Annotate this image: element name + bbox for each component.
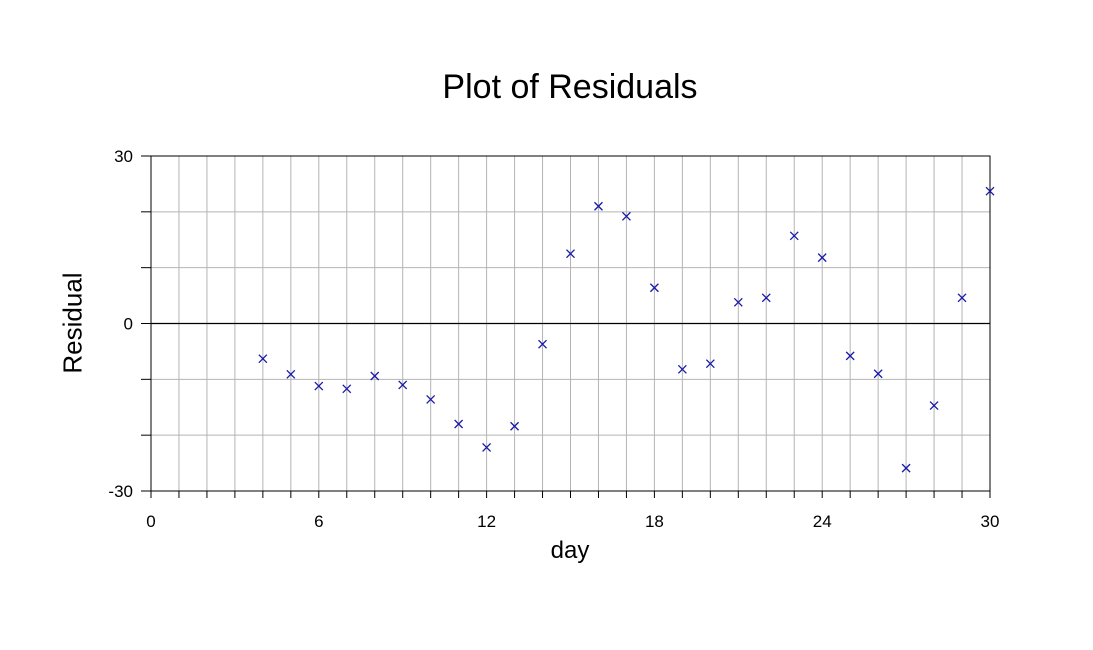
data-point [510,421,520,431]
data-point [258,354,268,364]
data-point-stroke [314,381,324,391]
data-point [482,442,492,452]
data-point [789,231,799,241]
data-point [538,339,547,349]
y-tick-label: 0 [124,315,133,334]
y-tick-label: -30 [108,482,133,501]
data-point-stroke [482,442,492,452]
data-point [677,364,687,374]
data-point-stroke [398,380,408,390]
data-points [258,186,995,473]
data-point-stroke [957,293,967,303]
data-point [286,369,296,379]
data-point-stroke [733,297,743,307]
data-point [426,394,436,404]
chart-title: Plot of Residuals [442,68,698,106]
data-point [370,371,380,381]
y-axis-label: Residual [57,272,88,374]
x-tick-label: 6 [314,512,323,531]
data-point-stroke [538,339,547,349]
x-axis-label: day [550,537,590,564]
data-point-stroke [845,351,855,361]
data-point-stroke [566,249,575,259]
axis-ticks: 0 6 12 18 24 30 30 0 -30 [108,147,999,531]
data-point-stroke [929,401,939,411]
data-point [761,293,771,303]
data-point [594,201,603,211]
data-point [929,401,939,411]
data-point-stroke [286,369,296,379]
data-point [454,419,464,429]
data-point [342,384,352,394]
data-point-stroke [594,201,603,211]
data-point-stroke [426,394,436,404]
data-point-stroke [342,384,352,394]
data-point-stroke [621,211,631,221]
data-point [566,249,575,259]
data-point-stroke [677,364,687,374]
data-point [873,369,883,379]
data-point [957,293,967,303]
data-point-stroke [789,231,799,241]
x-tick-label: 18 [645,512,664,531]
data-point-stroke [985,186,995,196]
data-point [733,297,743,307]
data-point [901,463,911,473]
data-point [621,211,631,221]
data-point-stroke [649,283,659,293]
data-point [314,381,324,391]
data-point-stroke [761,293,771,303]
data-point-stroke [258,354,268,364]
data-point-stroke [817,253,827,263]
data-point [398,380,408,390]
x-tick-label: 12 [477,512,496,531]
y-tick-label: 30 [114,147,133,166]
data-point [649,283,659,293]
x-tick-label: 30 [981,512,1000,531]
data-point-stroke [370,371,380,381]
data-point [817,253,827,263]
data-point-stroke [454,419,464,429]
data-point [985,186,995,196]
data-point-stroke [873,369,883,379]
x-tick-label: 24 [813,512,832,531]
data-point-stroke [705,359,715,369]
data-point [845,351,855,361]
x-tick-label: 0 [146,512,155,531]
data-point-stroke [510,421,520,431]
data-point-stroke [901,463,911,473]
data-point [705,359,715,369]
